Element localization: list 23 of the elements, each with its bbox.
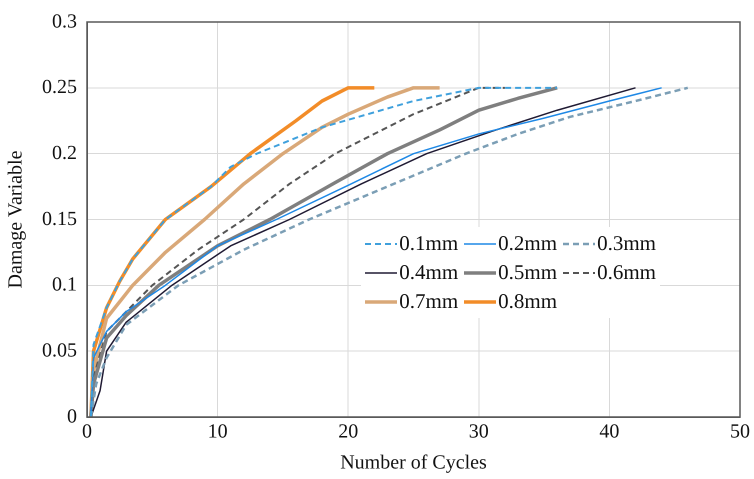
legend-label: 0.7mm	[399, 289, 458, 314]
y-tick-label: 0.15	[42, 208, 77, 230]
y-tick-label: 0.25	[42, 76, 77, 98]
x-axis-title: Number of Cycles	[340, 451, 488, 474]
legend-label: 0.4mm	[399, 260, 458, 286]
x-tick-label: 50	[730, 420, 750, 442]
y-axis-title: Damage Variable	[4, 150, 26, 288]
legend-label: 0.1mm	[399, 231, 458, 256]
legend-label: 0.6mm	[597, 260, 656, 286]
y-tick-label: 0	[67, 405, 77, 428]
x-tick-label: 0	[82, 420, 92, 442]
legend-label: 0.5mm	[498, 260, 558, 286]
x-tick-label: 30	[468, 420, 489, 442]
y-tick-label: 0.2	[52, 142, 77, 164]
legend-label: 0.8mm	[498, 289, 558, 314]
x-tick-label: 20	[338, 420, 358, 442]
legend-label: 0.3mm	[597, 231, 656, 256]
y-tick-label: 0.1	[52, 274, 77, 296]
x-tick-label: 40	[599, 420, 620, 442]
y-tick-label: 0.3	[52, 10, 77, 32]
y-tick-label: 0.05	[42, 339, 77, 362]
x-tick-label: 10	[208, 420, 228, 442]
legend-label: 0.2mm	[498, 231, 558, 256]
